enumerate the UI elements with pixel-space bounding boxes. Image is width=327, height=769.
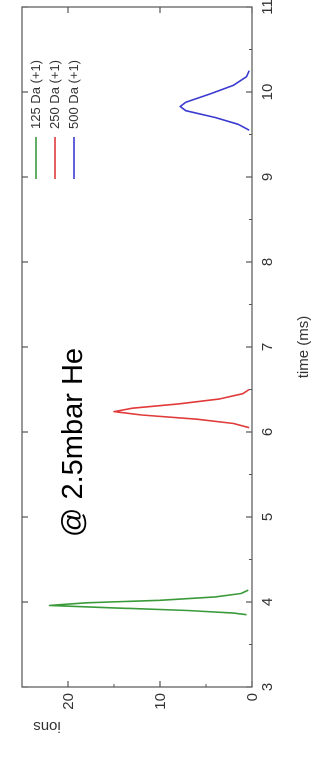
y-tick-label-20: 20 (60, 693, 77, 710)
x-tick-label-8: 8 (259, 258, 276, 266)
series-line-1 (48, 589, 249, 616)
pressure-annotation: @ 2.5mbar He (57, 348, 89, 537)
legend: 125 Da (+1) 250 Da (+1) 500 Da (+1) (28, 60, 81, 179)
x-axis-title: time (ms) (295, 316, 312, 379)
y-tick-label-0: 0 (244, 693, 261, 701)
legend-label-2: 250 Da (+1) (47, 60, 62, 129)
x-tick-label-7: 7 (259, 343, 276, 351)
series-line-3 (179, 70, 250, 131)
x-tick-label-3: 3 (259, 683, 276, 691)
x-tick-label-11: 11 (259, 0, 276, 15)
y-tick-label-10: 10 (152, 693, 169, 710)
x-tick-label-6: 6 (259, 428, 276, 436)
y-axis-title: ions (33, 718, 61, 735)
legend-label-3: 500 Da (+1) (66, 60, 81, 129)
legend-label-1: 125 Da (+1) (28, 60, 43, 129)
x-tick-label-9: 9 (259, 173, 276, 181)
x-tick-label-10: 10 (259, 84, 276, 101)
x-tick-label-4: 4 (259, 598, 276, 606)
x-tick-label-5: 5 (259, 513, 276, 521)
series-line-2 (113, 388, 250, 429)
